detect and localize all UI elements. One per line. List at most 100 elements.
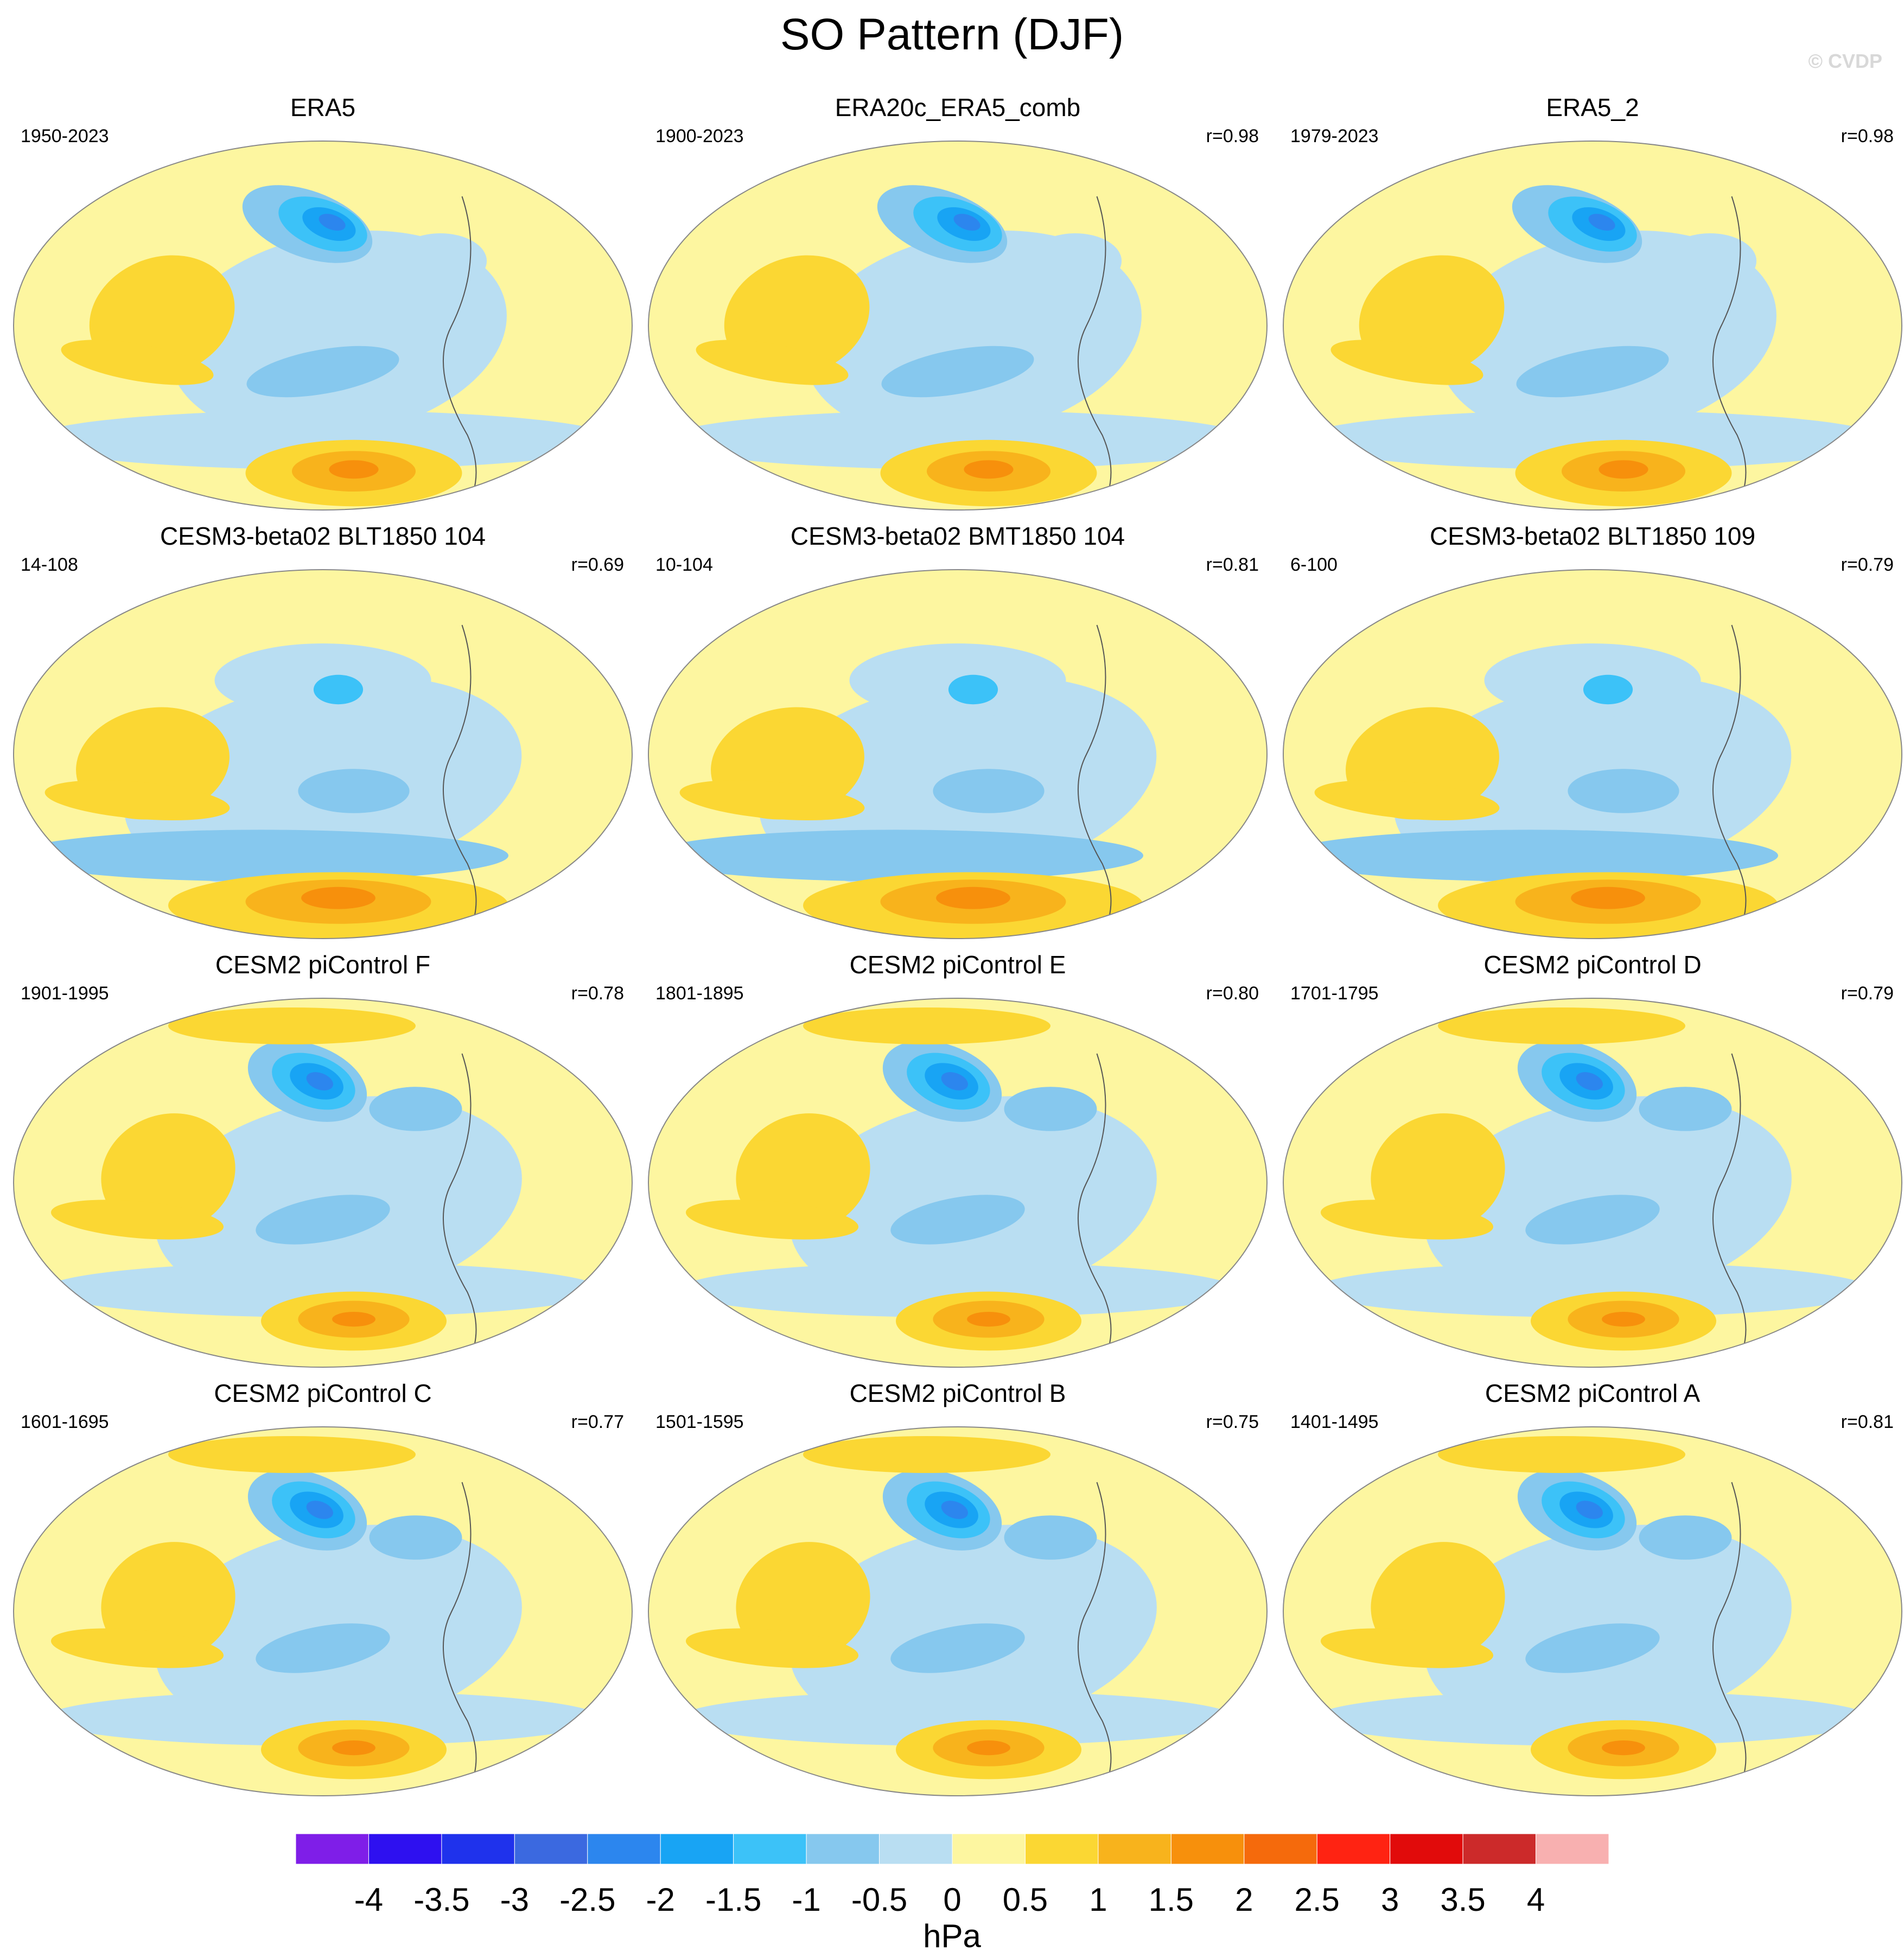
antarctic-positive-core [936, 886, 1010, 909]
australia-positive [685, 1200, 859, 1240]
coastline [1078, 1053, 1112, 1367]
south-pacific-negative [890, 1195, 1025, 1245]
coastline [1078, 624, 1112, 939]
south-pacific-negative [881, 346, 1034, 398]
australia-positive [1330, 340, 1483, 385]
map-panel: CESM2 piControl F 1901-1995 r=0.78 [11, 949, 635, 1378]
south-pacific-negative [1568, 769, 1679, 813]
australia-positive [61, 340, 214, 385]
page-title: SO Pattern (DJF) [780, 10, 1124, 59]
southern-ocean-negative [1314, 1262, 1871, 1318]
antarctic-positive-core [967, 1312, 1010, 1327]
southern-ocean-negative [29, 410, 617, 470]
south-pacific-negative [256, 1195, 390, 1245]
panel-correlation: r=0.98 [1206, 126, 1259, 146]
southern-ocean-negative [44, 1262, 601, 1318]
north-pacific-low-center [306, 1072, 333, 1090]
map-panel: CESM2 piControl C 1601-1695 r=0.77 [11, 1378, 635, 1807]
map-border [1283, 569, 1902, 939]
australia-positive [50, 1628, 224, 1668]
colorbar-tick-label: 0 [943, 1882, 961, 1918]
map-plot [1283, 1426, 1902, 1796]
colorbar-tick-label: 3.5 [1440, 1882, 1485, 1918]
southern-ocean-negative [1314, 1691, 1871, 1746]
map-panel: CESM3-beta02 BMT1850 104 10-104 r=0.81 [646, 521, 1270, 949]
panel-period: 1950-2023 [21, 126, 109, 146]
southern-ocean-negative [648, 830, 1143, 882]
map-panel: CESM2 piControl D 1701-1795 r=0.79 [1281, 949, 1904, 1378]
watermark: © CVDP [1808, 50, 1882, 72]
map-panel: ERA5_2 1979-2023 r=0.98 [1281, 92, 1904, 521]
atlantic-negative [394, 233, 487, 289]
panel-period: 1701-1795 [1290, 983, 1379, 1004]
colorbar-tick-label: -1 [792, 1882, 820, 1918]
antarctic-positive-core [1571, 886, 1645, 909]
southern-ocean-negative [1283, 830, 1778, 882]
panel-period: 14-108 [21, 554, 78, 575]
colorbar-swatch [1462, 1834, 1537, 1865]
north-pacific-low-center [1576, 1072, 1603, 1090]
panel-correlation: r=0.81 [1206, 554, 1259, 575]
panel-title: CESM2 piControl C [214, 1379, 432, 1407]
atlantic-negative [369, 1087, 462, 1131]
panel-correlation: r=0.80 [1206, 983, 1259, 1004]
colorbar-swatch [1098, 1834, 1171, 1865]
panel-correlation: r=0.78 [571, 983, 624, 1004]
map-border [648, 569, 1268, 939]
map-plot [1283, 569, 1902, 939]
southern-ocean-negative [14, 830, 508, 882]
map-border [13, 998, 633, 1368]
colorbar-tick-label: -0.5 [851, 1882, 907, 1918]
coastline [1712, 1482, 1747, 1796]
coastline [1078, 196, 1112, 510]
map-panel: CESM2 piControl E 1801-1895 r=0.80 [646, 949, 1270, 1378]
colorbar-swatch [587, 1834, 661, 1865]
colorbar-swatch [879, 1834, 953, 1865]
panel-title: CESM2 piControl E [849, 951, 1066, 979]
colorbar-swatch [514, 1834, 588, 1865]
antarctic-positive-core [1602, 1312, 1645, 1327]
south-pacific-negative [1525, 1623, 1660, 1673]
australia-positive [1320, 1628, 1494, 1668]
arctic-positive [168, 1436, 416, 1473]
panel-title: CESM3-beta02 BMT1850 104 [790, 522, 1125, 550]
colorbar-swatch [660, 1834, 734, 1865]
panel-correlation: r=0.81 [1841, 1412, 1894, 1432]
panel-period: 1601-1695 [21, 1412, 109, 1432]
atlantic-negative [369, 1515, 462, 1560]
colorbar-swatch [1390, 1834, 1463, 1865]
panel-title: ERA5 [290, 93, 356, 122]
australia-positive [44, 780, 230, 821]
map-panel: ERA20c_ERA5_comb 1900-2023 r=0.98 [646, 92, 1270, 521]
north-pacific-low-mid [948, 674, 998, 705]
antarctic-positive-core [1602, 1740, 1645, 1756]
antarctic-positive-core [967, 1740, 1010, 1756]
map-panel: ERA5 1950-2023 [11, 92, 635, 521]
arctic-positive [1438, 1436, 1685, 1473]
colorbar-swatch [441, 1834, 515, 1865]
panel-title: CESM2 piControl A [1485, 1379, 1701, 1407]
colorbar-tick-label: -3.5 [413, 1882, 469, 1918]
panel-title: ERA20c_ERA5_comb [835, 93, 1081, 122]
map-border [1283, 1426, 1902, 1796]
colorbar: -4 -3.5 -3 -2.5 -2 -1.5 -1 -0.5 0 0.5 1 1.5 2 2.5 3 3.5… [295, 1834, 1609, 1918]
colorbar-tick-label: 4 [1527, 1882, 1545, 1918]
coastline [1712, 1053, 1747, 1367]
north-pacific-low-mid [1583, 674, 1633, 705]
map-plot [648, 998, 1268, 1368]
panel-title: CESM2 piControl D [1483, 951, 1702, 979]
south-pacific-negative [890, 1623, 1025, 1673]
colorbar-swatch [733, 1834, 807, 1865]
coastline [443, 1053, 477, 1367]
map-plot [13, 998, 633, 1368]
panel-title: CESM3-beta02 BLT1850 104 [160, 522, 486, 550]
australia-positive [679, 780, 865, 821]
coastline [443, 624, 477, 939]
map-plot [648, 569, 1268, 939]
north-pacific-low-mid [313, 674, 364, 705]
south-pacific-negative [246, 346, 399, 398]
map-plot [13, 569, 633, 939]
panel-correlation: r=0.69 [571, 554, 624, 575]
australia-positive [1314, 780, 1500, 821]
colorbar-tick-label: 3 [1381, 1882, 1399, 1918]
